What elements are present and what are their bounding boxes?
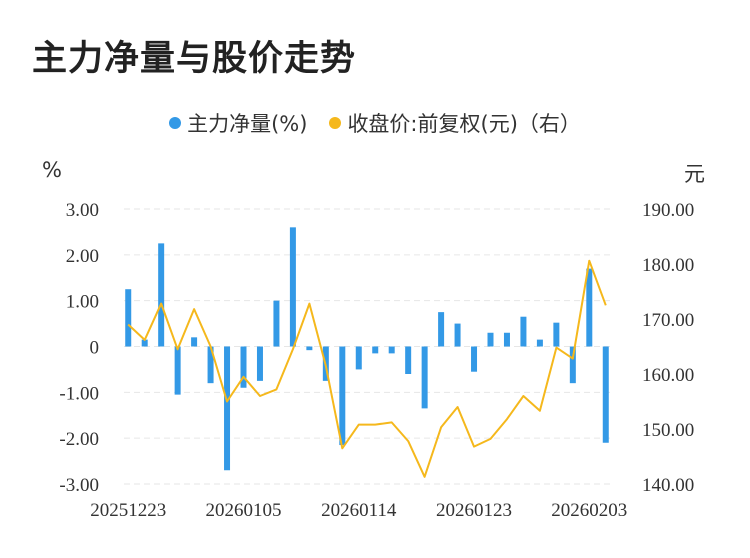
bar	[388, 346, 395, 354]
x-tick-label: 20251223	[90, 500, 166, 521]
bar	[405, 346, 412, 374]
bar	[191, 337, 198, 347]
bar	[174, 346, 181, 395]
legend-dot-bar	[169, 117, 182, 129]
y-tick-label: 3.00	[66, 200, 99, 221]
right-axis-unit: 元	[684, 162, 705, 186]
left-axis-unit: %	[42, 158, 62, 182]
bar	[487, 332, 494, 347]
bar	[553, 322, 560, 347]
legend-item-bar[interactable]: 主力净量(%)	[169, 108, 307, 138]
bar	[207, 346, 214, 384]
bar	[372, 346, 379, 354]
x-tick-label: 20260105	[206, 500, 282, 521]
x-tick-label: 20260114	[321, 500, 397, 521]
bar	[141, 339, 148, 347]
bar	[602, 346, 609, 443]
legend-dot-line	[329, 117, 342, 129]
bar	[125, 289, 132, 347]
legend-label-line: 收盘价:前复权(元)（右）	[347, 112, 581, 136]
y2-tick-label: 160.00	[642, 365, 694, 386]
y-tick-label: -2.00	[59, 429, 99, 450]
legend-item-line[interactable]: 收盘价:前复权(元)（右）	[329, 108, 581, 138]
y2-tick-label: 190.00	[642, 200, 694, 221]
y2-tick-label: 170.00	[642, 310, 694, 331]
bar	[339, 346, 346, 446]
x-tick-label: 20260203	[551, 500, 627, 521]
bar	[240, 346, 247, 388]
bar	[536, 339, 543, 347]
y2-tick-label: 140.00	[642, 475, 694, 496]
bar	[306, 346, 313, 351]
price-line	[127, 259, 607, 478]
bar	[586, 268, 593, 347]
legend: 主力净量(%) 收盘价:前复权(元)（右）	[0, 108, 750, 138]
bar	[471, 346, 478, 372]
chart-title: 主力净量与股价走势	[32, 39, 357, 79]
bar	[569, 346, 576, 384]
bar	[454, 323, 461, 347]
bar	[224, 346, 231, 471]
y-tick-label: -1.00	[59, 383, 99, 404]
bar	[289, 227, 296, 347]
y-tick-label: 2.00	[66, 246, 99, 267]
bar	[520, 316, 527, 347]
y-tick-label: 1.00	[66, 292, 99, 313]
bar	[158, 243, 165, 347]
y-tick-label: 0	[90, 338, 100, 359]
bar	[438, 312, 445, 347]
y2-tick-label: 180.00	[642, 255, 694, 276]
bar	[256, 346, 263, 381]
bar	[355, 346, 362, 370]
legend-label-bar: 主力净量(%)	[187, 112, 308, 136]
bar	[421, 346, 428, 409]
bar	[503, 332, 510, 347]
bar	[273, 300, 280, 347]
y2-tick-label: 150.00	[642, 420, 694, 441]
y-tick-label: -3.00	[59, 475, 99, 496]
x-tick-label: 20260123	[436, 500, 512, 521]
